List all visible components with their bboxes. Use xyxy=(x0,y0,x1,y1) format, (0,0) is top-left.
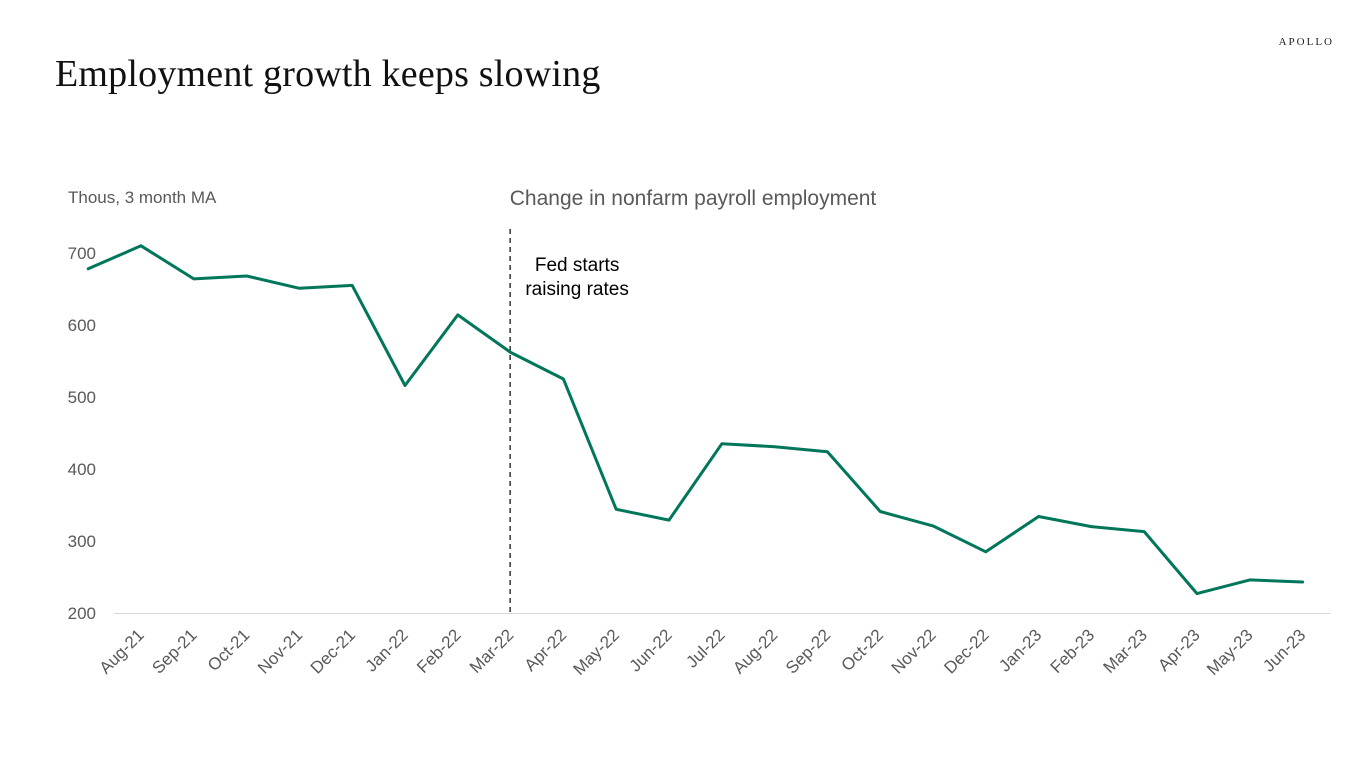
y-tick-label: 400 xyxy=(68,460,96,479)
x-tick-label: May-23 xyxy=(1203,625,1257,679)
fed-annotation-line-2: raising rates xyxy=(525,279,629,300)
x-tick-label: Feb-22 xyxy=(413,625,465,677)
x-tick-label: Dec-22 xyxy=(940,625,992,677)
x-tick-label: Jun-22 xyxy=(626,625,676,675)
x-tick-label: Oct-22 xyxy=(838,625,888,675)
x-tick-label: May-22 xyxy=(570,625,624,679)
y-tick-label: 600 xyxy=(68,316,96,335)
x-tick-label: Jan-22 xyxy=(362,625,412,675)
x-tick-label: Apr-22 xyxy=(521,625,571,675)
x-tick-label: Nov-21 xyxy=(254,625,306,677)
x-tick-label: Apr-23 xyxy=(1154,625,1204,675)
x-tick-label: Oct-21 xyxy=(204,625,254,675)
x-tick-label: Aug-22 xyxy=(729,625,781,677)
x-tick-labels: Aug-21 Sep-21 Oct-21 Nov-21 Dec-21 Jan-22 Feb-… xyxy=(96,625,1310,679)
x-tick-label: Mar-22 xyxy=(466,625,518,677)
x-tick-label: Jul-22 xyxy=(682,625,728,671)
x-tick-label: Feb-23 xyxy=(1047,625,1099,677)
chart-title: Change in nonfarm payroll employment xyxy=(510,187,877,210)
y-tick-label: 200 xyxy=(68,604,96,623)
y-tick-labels: 700 600 500 400 300 200 xyxy=(68,244,96,623)
x-tick-label: Nov-22 xyxy=(888,625,940,677)
x-tick-label: Sep-22 xyxy=(782,625,834,677)
x-tick-label: Jun-23 xyxy=(1259,625,1309,675)
payroll-series-line xyxy=(86,244,1305,596)
y-tick-label: 500 xyxy=(68,388,96,407)
page-title: Employment growth keeps slowing xyxy=(55,53,601,95)
fed-annotation-line-1: Fed starts xyxy=(535,255,619,276)
x-tick-label: Sep-21 xyxy=(148,625,200,677)
y-tick-label: 700 xyxy=(68,244,96,263)
x-tick-label: Mar-23 xyxy=(1100,625,1152,677)
x-tick-label: Aug-21 xyxy=(96,625,148,677)
x-tick-label: Jan-23 xyxy=(995,625,1045,675)
y-axis-label: Thous, 3 month MA xyxy=(68,188,217,207)
x-tick-label: Dec-21 xyxy=(307,625,359,677)
y-tick-label: 300 xyxy=(68,532,96,551)
brand-logo: APOLLO xyxy=(1278,36,1334,48)
